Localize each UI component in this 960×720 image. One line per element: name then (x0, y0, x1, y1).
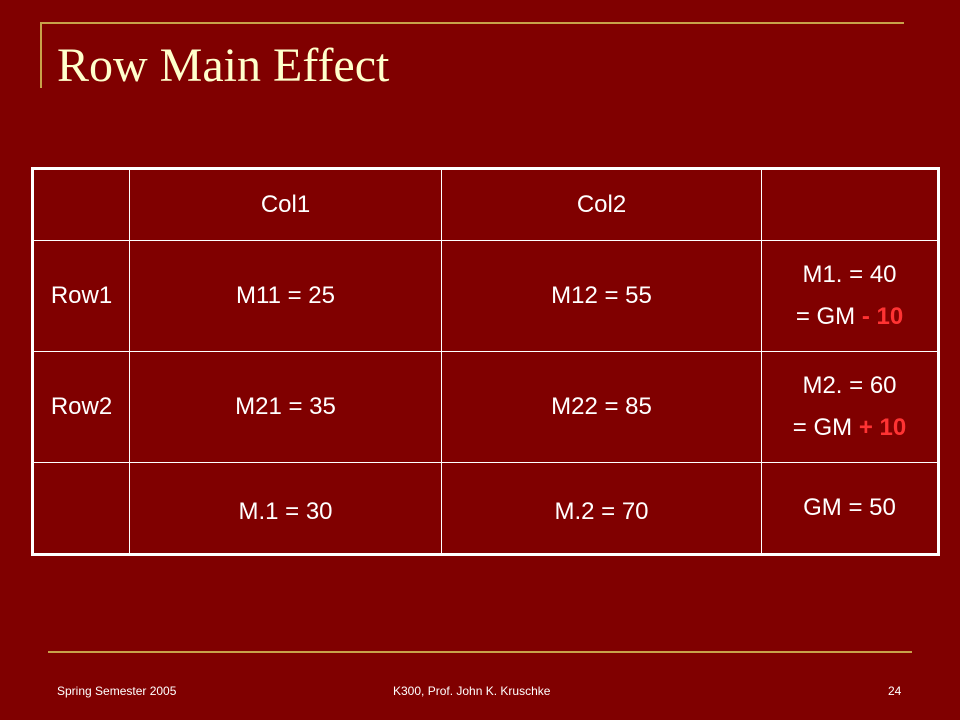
cell-grand-mean: GM = 50 (761, 462, 939, 555)
row1-marginal-mean: M1. = 40 = GM - 10 (761, 240, 939, 352)
footer-course: K300, Prof. John K. Kruschke (393, 684, 551, 698)
cell-m22: M22 = 85 (441, 351, 762, 463)
row2-mean-value: M2. = 60 (802, 372, 897, 399)
cell-m21: M21 = 35 (129, 351, 442, 463)
cell-col2-mean: M.2 = 70 (441, 462, 762, 555)
column-means-row: M.1 = 30 M.2 = 70 GM = 50 (32, 462, 939, 555)
cell-col1-mean: M.1 = 30 (129, 462, 442, 555)
table-header-row: Col1 Col2 (32, 168, 939, 241)
footer-semester: Spring Semester 2005 (57, 684, 177, 698)
left-rule (40, 22, 42, 88)
header-col2: Col2 (441, 168, 762, 241)
top-rule (40, 22, 904, 24)
row2-effect-line: = GM + 10 (762, 407, 937, 449)
row2-gm-prefix: = GM (792, 414, 853, 441)
slide-title: Row Main Effect (57, 39, 390, 92)
table-row: Row2 M21 = 35 M22 = 85 M2. = 60 = GM + 1… (32, 351, 939, 463)
row1-mean-value: M1. = 40 (802, 261, 897, 288)
row1-gm-prefix: = GM (795, 303, 856, 330)
row1-effect-value: - 10 (861, 303, 904, 330)
row2-marginal-mean: M2. = 60 = GM + 10 (761, 351, 939, 463)
header-cell-empty (32, 168, 130, 241)
header-cell-empty (761, 168, 939, 241)
header-col1: Col1 (129, 168, 442, 241)
row1-effect-line: = GM - 10 (762, 296, 937, 338)
row-label-row2: Row2 (32, 351, 130, 463)
table-row: Row1 M11 = 25 M12 = 55 M1. = 40 = GM - 1… (32, 240, 939, 352)
column-means-label-empty (32, 462, 130, 555)
cell-m12: M12 = 55 (441, 240, 762, 352)
footer-page-number: 24 (888, 684, 902, 698)
row-label-row1: Row1 (32, 240, 130, 352)
means-table: Col1 Col2 Row1 M11 = 25 M12 = 55 M1. = 4… (31, 167, 940, 556)
row2-effect-value: + 10 (858, 414, 907, 441)
cell-m11: M11 = 25 (129, 240, 442, 352)
bottom-rule (48, 651, 912, 653)
